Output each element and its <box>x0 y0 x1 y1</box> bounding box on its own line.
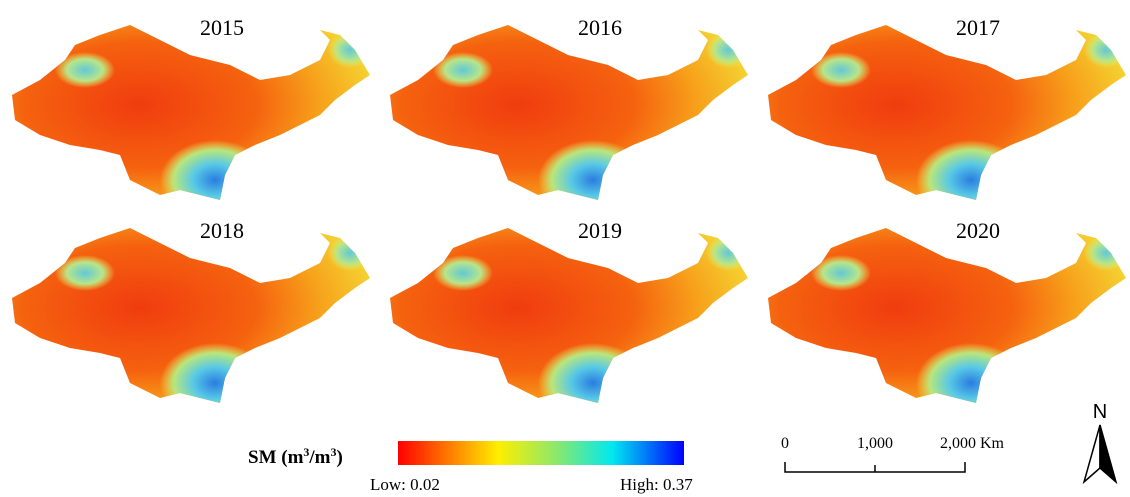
map-raster <box>766 5 1130 220</box>
north-label: N <box>1093 401 1107 423</box>
legend-high: High: 0.37 <box>620 475 693 494</box>
map-raster <box>388 208 758 423</box>
scale-label: 0 <box>781 435 789 452</box>
figure: 2015 2016 2017 2018 2019 2020 SM (m3/m3) Low:… <box>0 0 1130 497</box>
legend-low: Low: 0.02 <box>370 475 440 494</box>
color-bar <box>398 441 684 465</box>
map-raster <box>10 5 380 220</box>
map-panel: 2015 <box>10 5 380 220</box>
legend-title-text: /m <box>308 447 330 468</box>
scale-line <box>785 462 965 472</box>
map-panel: 2020 <box>766 208 1130 423</box>
panel-title: 2016 <box>578 15 622 40</box>
map-panel: 2018 <box>10 208 380 423</box>
panel-title: 2018 <box>200 218 244 243</box>
legend: SM (m3/m3) Low: 0.02 High: 0.37 <box>248 441 693 494</box>
scale-label: 1,000 <box>857 435 893 452</box>
map-raster <box>388 5 758 220</box>
panel-title: 2017 <box>956 15 1000 40</box>
map-raster <box>766 208 1130 423</box>
map-panel: 2016 <box>388 5 758 220</box>
north-arrow-left <box>1084 425 1100 482</box>
map-panel: 2019 <box>388 208 758 423</box>
legend-title: SM (m3/m3) <box>248 445 343 468</box>
map-panels: 2015 2016 2017 2018 2019 2020 <box>10 5 1130 423</box>
panel-title: 2020 <box>956 218 1000 243</box>
north-arrow: N <box>1084 401 1116 482</box>
legend-title-text: SM (m <box>248 447 304 468</box>
panel-title: 2015 <box>200 15 244 40</box>
map-raster <box>10 208 380 423</box>
panel-title: 2019 <box>578 218 622 243</box>
map-panel: 2017 <box>766 5 1130 220</box>
scale-bar: 0 1,000 2,000 Km <box>781 435 1005 472</box>
north-arrow-right <box>1100 425 1116 482</box>
legend-title-text: ) <box>337 447 343 468</box>
scale-label: 2,000 Km <box>940 435 1005 452</box>
